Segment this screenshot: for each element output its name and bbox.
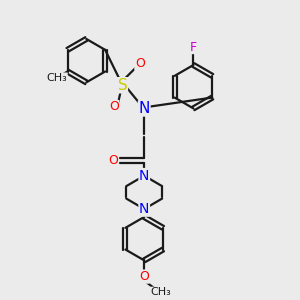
- Text: S: S: [118, 78, 128, 93]
- Text: O: O: [135, 57, 145, 70]
- Text: CH₃: CH₃: [151, 287, 171, 297]
- Text: F: F: [190, 40, 197, 54]
- Text: N: N: [139, 169, 149, 183]
- Text: O: O: [109, 100, 119, 113]
- Text: O: O: [108, 154, 118, 167]
- Text: CH₃: CH₃: [46, 73, 67, 83]
- Text: O: O: [139, 270, 149, 283]
- Text: N: N: [139, 101, 150, 116]
- Text: N: N: [139, 202, 149, 216]
